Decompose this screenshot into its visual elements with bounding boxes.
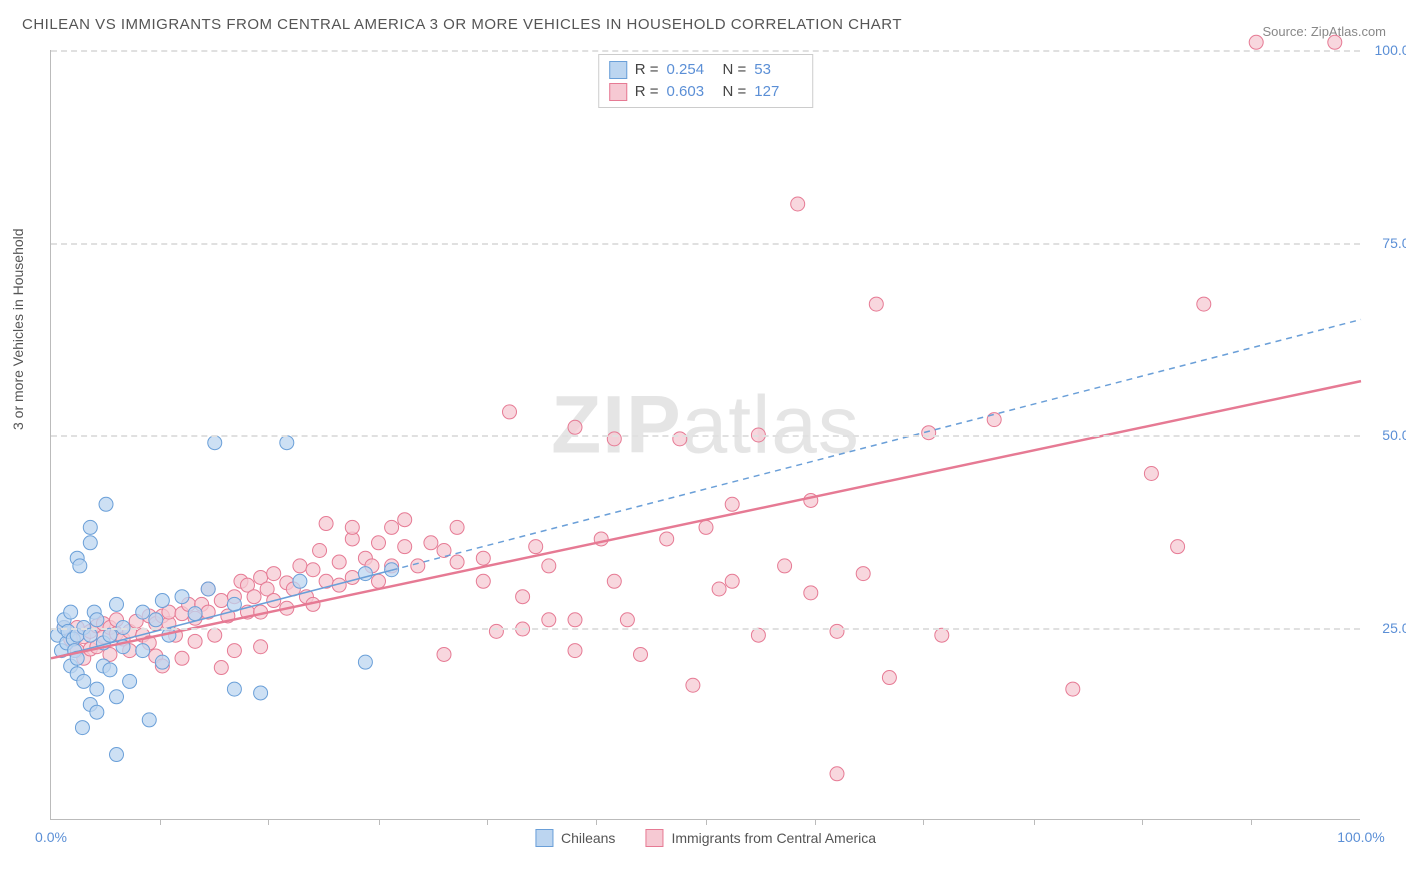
chart-title: CHILEAN VS IMMIGRANTS FROM CENTRAL AMERI… (22, 16, 902, 33)
series-legend: Chileans Immigrants from Central America (535, 829, 876, 847)
chart-plot-area: ZIPatlas R = 0.254 N = 53 R = 0.603 N = … (50, 50, 1360, 820)
y-tick-label: 100.0% (1367, 42, 1406, 58)
legend-n-label: N = (723, 81, 747, 103)
legend-r-value-chileans: 0.254 (667, 59, 715, 81)
legend-swatch-immigrants-bottom (645, 829, 663, 847)
legend-label-immigrants: Immigrants from Central America (671, 830, 876, 846)
legend-swatch-immigrants (609, 83, 627, 101)
x-tick-label: 0.0% (35, 829, 67, 845)
legend-row-immigrants: R = 0.603 N = 127 (609, 81, 803, 103)
legend-n-value-chileans: 53 (754, 59, 802, 81)
legend-n-value-immigrants: 127 (754, 81, 802, 103)
legend-swatch-chileans (609, 61, 627, 79)
y-tick-label: 75.0% (1367, 235, 1406, 251)
y-axis-label: 3 or more Vehicles in Household (10, 228, 26, 430)
legend-swatch-chileans-bottom (535, 829, 553, 847)
legend-item-immigrants: Immigrants from Central America (645, 829, 876, 847)
legend-n-label: N = (723, 59, 747, 81)
legend-item-chileans: Chileans (535, 829, 615, 847)
correlation-legend: R = 0.254 N = 53 R = 0.603 N = 127 (598, 54, 814, 108)
x-tick-label: 100.0% (1337, 829, 1384, 845)
source-attribution: Source: ZipAtlas.com (1262, 24, 1386, 39)
legend-row-chileans: R = 0.254 N = 53 (609, 59, 803, 81)
y-tick-label: 25.0% (1367, 620, 1406, 636)
legend-r-label: R = (635, 81, 659, 103)
legend-label-chileans: Chileans (561, 830, 615, 846)
y-tick-label: 50.0% (1367, 427, 1406, 443)
legend-r-value-immigrants: 0.603 (667, 81, 715, 103)
legend-r-label: R = (635, 59, 659, 81)
